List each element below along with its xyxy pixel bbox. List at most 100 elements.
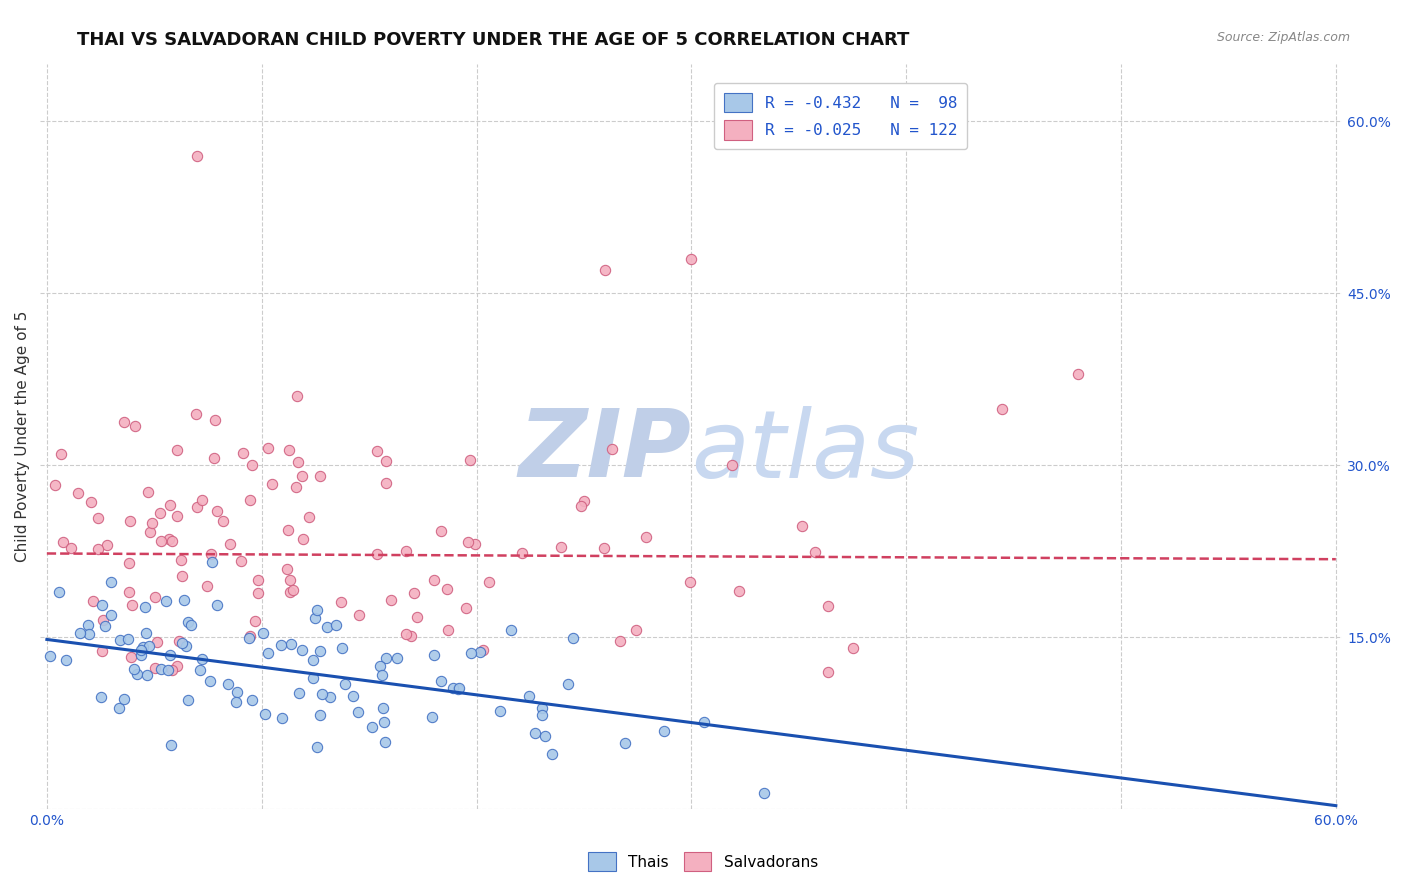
Point [754,786,776,800]
Point [238,632,260,646]
Point [790,518,813,533]
Point [291,468,314,483]
Point [91,598,114,612]
Point [240,693,263,707]
Point [129,648,152,662]
Point [437,623,460,637]
Point [592,541,614,555]
Point [232,446,254,460]
Point [430,673,453,688]
Point [368,659,391,673]
Point [212,514,235,528]
Point [728,583,751,598]
Point [524,726,547,740]
Point [280,637,302,651]
Legend: Thais, Salvadorans: Thais, Salvadorans [582,847,824,877]
Point [124,419,146,434]
Point [170,553,193,567]
Point [288,686,311,700]
Point [173,592,195,607]
Point [472,643,495,657]
Point [305,740,328,755]
Point [325,618,347,632]
Point [571,500,593,514]
Point [76,618,98,632]
Point [157,663,180,677]
Point [225,695,247,709]
Point [150,534,173,549]
Point [186,407,208,421]
Point [188,663,211,677]
Point [143,590,166,604]
Point [280,574,302,588]
Point [166,443,188,458]
Point [292,532,315,546]
Point [134,599,156,614]
Point [149,506,172,520]
Point [510,545,533,559]
Point [394,627,416,641]
Point [191,651,214,665]
Point [166,509,188,524]
Point [530,701,553,715]
Point [374,735,396,749]
Point [139,524,162,539]
Point [254,706,277,721]
Point [387,650,409,665]
Point [405,609,427,624]
Point [449,681,471,695]
Text: ZIP: ZIP [519,406,692,498]
Point [77,627,100,641]
Point [243,614,266,628]
Point [180,618,202,632]
Point [135,626,157,640]
Point [333,677,356,691]
Point [201,555,224,569]
Point [330,641,353,656]
Point [693,715,716,730]
Point [366,443,388,458]
Point [100,574,122,589]
Point [135,668,157,682]
Point [229,554,252,568]
Point [803,545,825,559]
Point [721,458,744,473]
Point [499,624,522,638]
Point [609,634,631,648]
Point [252,625,274,640]
Point [112,692,135,706]
Point [170,568,193,582]
Point [191,492,214,507]
Point [118,585,141,599]
Point [423,648,446,662]
Point [67,485,90,500]
Point [399,629,422,643]
Point [118,556,141,570]
Point [278,585,301,599]
Point [291,643,314,657]
Point [301,672,323,686]
Point [112,415,135,429]
Point [120,650,142,665]
Point [366,547,388,561]
Text: atlas: atlas [692,406,920,497]
Point [307,603,329,617]
Point [108,701,131,715]
Point [205,599,228,613]
Point [380,593,402,607]
Point [117,632,139,646]
Point [374,454,396,468]
Point [90,690,112,705]
Point [530,708,553,723]
Point [562,631,585,645]
Point [395,544,418,558]
Point [308,643,330,657]
Point [301,653,323,667]
Point [550,540,572,554]
Point [160,738,183,752]
Point [460,646,482,660]
Point [652,724,675,739]
Point [489,704,512,718]
Point [817,599,839,613]
Point [271,711,294,725]
